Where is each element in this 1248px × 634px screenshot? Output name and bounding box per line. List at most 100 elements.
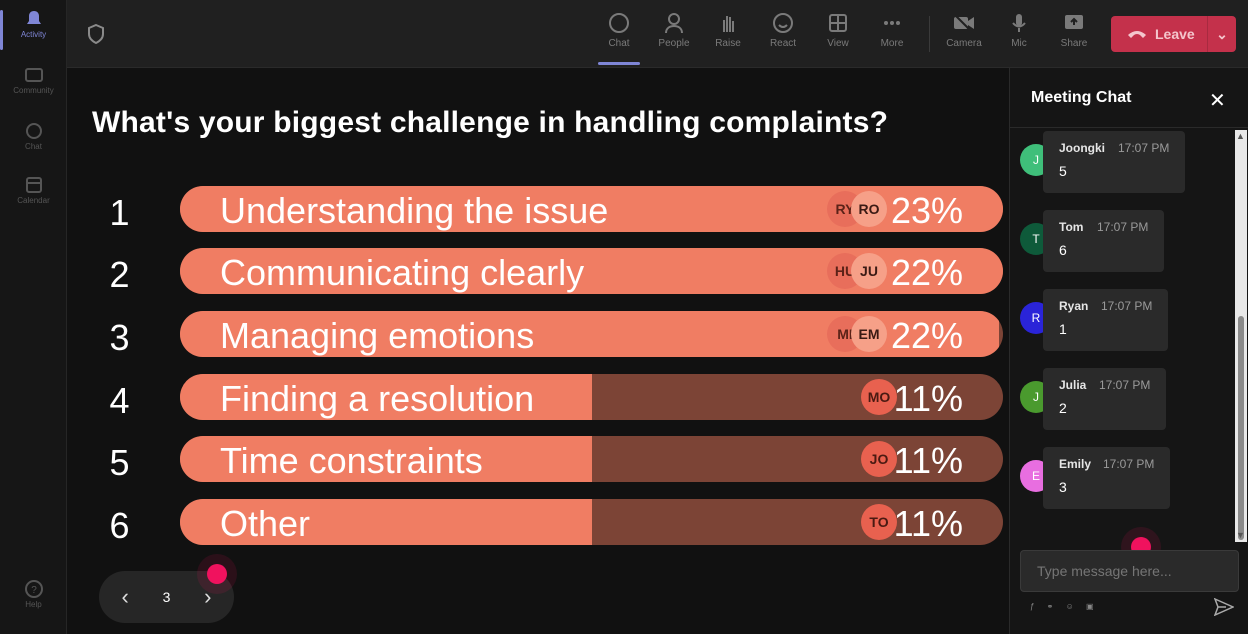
- app-rail: Activity Community Chat Calendar ? Help: [0, 0, 67, 634]
- format-toolbar[interactable]: ƒ ⚭ ☺ ▣: [1030, 602, 1099, 611]
- hang-up-icon: [1128, 31, 1146, 38]
- message-sender: Julia: [1059, 378, 1087, 392]
- toolbar-label: Share: [1060, 38, 1088, 49]
- chat-message[interactable]: Julia 17:07 PM 2: [1043, 368, 1166, 430]
- option-label: Understanding the issue: [220, 190, 609, 231]
- rail-label: Calendar: [17, 196, 50, 205]
- rail-chat[interactable]: Chat: [0, 122, 67, 151]
- message-text: 6: [1059, 242, 1067, 258]
- option-percent: 23%: [890, 190, 963, 231]
- chat-scrollbar[interactable]: ▲ ▼: [1235, 130, 1247, 542]
- scrollbar-thumb[interactable]: [1238, 316, 1244, 540]
- smiley-icon: [773, 13, 793, 33]
- rail-label: Activity: [20, 30, 47, 39]
- rail-help[interactable]: ? Help: [0, 580, 67, 609]
- poll-option-row: 3 Managing emotions MI EM 22%: [67, 311, 1009, 359]
- message-input[interactable]: [1020, 550, 1239, 592]
- poll-option-row: 1 Understanding the issue RY RO 23%: [67, 186, 1009, 234]
- message-text: 1: [1059, 321, 1067, 337]
- option-rank: 1: [109, 192, 130, 233]
- toolbar-divider: [929, 16, 930, 52]
- leave-button[interactable]: Leave ⌄: [1111, 16, 1236, 52]
- option-result-bar: Time constraints JO 11%: [180, 436, 1003, 482]
- rail-label: Chat: [25, 142, 42, 151]
- avatar-initial: R: [1031, 311, 1041, 325]
- meeting-toolbar: Chat People Raise React View More Camera…: [67, 0, 1248, 68]
- shield-icon[interactable]: [87, 24, 105, 44]
- poll-question: What's your biggest challenge in handlin…: [92, 106, 889, 139]
- option-rank: 2: [109, 254, 130, 295]
- message-sender: Tom: [1059, 220, 1084, 234]
- toolbar-react-button[interactable]: React: [758, 12, 808, 49]
- calendar-icon: [25, 177, 42, 193]
- poll-option-row: 5 Time constraints JO 11%: [67, 436, 1009, 484]
- toolbar-share-button[interactable]: Share: [1049, 12, 1099, 49]
- chevron-down-icon[interactable]: ⌄: [1216, 25, 1228, 42]
- option-label: Other: [220, 503, 311, 544]
- toolbar-chat-button[interactable]: Chat: [594, 12, 644, 65]
- scroll-up-arrow-icon[interactable]: ▲: [1236, 131, 1245, 141]
- toolbar-label: Camera: [946, 38, 982, 49]
- rail-label: Community: [13, 86, 54, 95]
- message-text: 5: [1059, 163, 1067, 179]
- option-percent: 22%: [890, 315, 963, 356]
- option-result-bar: Finding a resolution MO 11%: [180, 374, 1003, 420]
- option-percent: 22%: [890, 252, 963, 293]
- option-rank: 4: [109, 380, 130, 421]
- rail-activity[interactable]: Activity: [0, 10, 67, 50]
- chat-message[interactable]: Ryan 17:07 PM 1: [1043, 289, 1168, 351]
- help-icon: ?: [24, 580, 43, 598]
- option-rank: 3: [109, 317, 130, 358]
- chat-message[interactable]: Tom 17:07 PM 6: [1043, 210, 1164, 272]
- poll-results-stage: What's your biggest challenge in handlin…: [67, 68, 1009, 634]
- chat-icon: [25, 123, 42, 139]
- toolbar-more-button[interactable]: More: [867, 12, 917, 49]
- poll-option-row: 4 Finding a resolution MO 11%: [67, 374, 1009, 422]
- option-label: Time constraints: [220, 440, 483, 481]
- bell-icon: [26, 11, 41, 24]
- rail-community[interactable]: Community: [0, 66, 67, 95]
- avatar-initial: E: [1031, 469, 1040, 483]
- toolbar-mic-button[interactable]: Mic: [994, 12, 1044, 49]
- chat-title: Meeting Chat: [1031, 89, 1132, 106]
- chevron-right-icon[interactable]: ›: [204, 584, 212, 609]
- option-result-bar: Managing emotions MI EM 22%: [180, 311, 1003, 357]
- toolbar-label: View: [827, 38, 849, 49]
- message-time: 17:07 PM: [1097, 220, 1149, 234]
- toolbar-raise-button[interactable]: Raise: [703, 12, 753, 49]
- page-number: 3: [162, 589, 171, 605]
- message-time: 17:07 PM: [1118, 141, 1170, 155]
- chevron-left-icon[interactable]: ‹: [121, 584, 129, 609]
- toolbar-label: More: [880, 38, 904, 49]
- message-time: 17:07 PM: [1103, 457, 1155, 471]
- toolbar-label: Raise: [715, 38, 741, 49]
- option-result-bar: Communicating clearly HU JU 22%: [180, 248, 1003, 294]
- rail-calendar[interactable]: Calendar: [0, 176, 67, 205]
- toolbar-camera-button[interactable]: Camera: [939, 12, 989, 49]
- option-bar-fill: [180, 374, 592, 420]
- option-bar-fill: [180, 499, 592, 545]
- community-icon: [24, 68, 43, 82]
- more-dots-icon: [884, 21, 900, 25]
- option-rank: 6: [109, 505, 130, 546]
- avatar-initial: J: [1033, 390, 1039, 404]
- voter-avatar: EM: [851, 316, 887, 352]
- message-time: 17:07 PM: [1101, 299, 1153, 313]
- toolbar-view-button[interactable]: View: [813, 12, 863, 49]
- chat-message[interactable]: Emily 17:07 PM 3: [1043, 447, 1170, 509]
- close-icon[interactable]: ✕: [1209, 90, 1226, 112]
- svg-text:?: ?: [31, 585, 37, 596]
- send-icon[interactable]: [1214, 598, 1234, 616]
- option-bar-fill: [180, 436, 592, 482]
- option-rank: 5: [109, 442, 130, 483]
- chat-message[interactable]: Joongki 17:07 PM 5: [1043, 131, 1185, 193]
- voter-avatar: RO: [851, 191, 887, 227]
- toolbar-label: Mic: [1011, 38, 1027, 49]
- message-sender: Ryan: [1059, 299, 1089, 313]
- option-label: Finding a resolution: [220, 378, 535, 419]
- scroll-down-arrow-icon[interactable]: ▼: [1236, 530, 1245, 540]
- option-result-bar: Other TO 11%: [180, 499, 1003, 545]
- message-text: 2: [1059, 400, 1067, 416]
- toolbar-people-button[interactable]: People: [649, 12, 699, 49]
- poll-option-row: 2 Communicating clearly HU JU 22%: [67, 248, 1009, 296]
